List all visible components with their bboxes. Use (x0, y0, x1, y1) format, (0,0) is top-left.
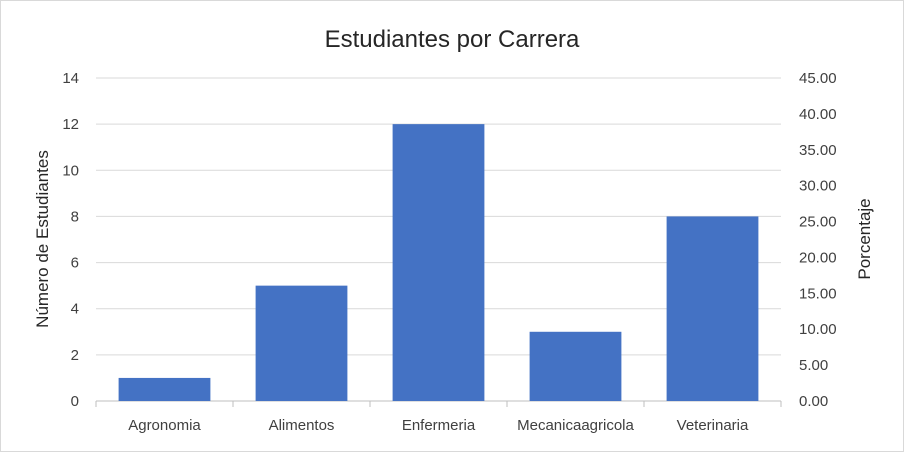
y2-tick-label: 15.00 (799, 285, 837, 302)
y2-tick-label: 25.00 (799, 214, 837, 231)
y-tick-label: 14 (62, 70, 79, 87)
y-tick-label: 0 (71, 393, 79, 410)
x-category-label: Agronomia (128, 417, 201, 434)
chart-title: Estudiantes por Carrera (325, 26, 580, 53)
x-category-label: Mecanicaagricola (517, 417, 634, 434)
y2-axis-ticks: 0.00 5.00 10.00 15.00 20.00 25.00 30.00 35.00 40… (799, 70, 837, 410)
x-axis-labels: Agronomia Alimentos Enfermeria Mecanicaagri… (128, 417, 749, 434)
y2-tick-label: 40.00 (799, 106, 837, 123)
bar-veterinaria (666, 216, 759, 401)
x-category-label: Alimentos (269, 417, 335, 434)
y-tick-label: 2 (71, 347, 79, 364)
x-category-label: Veterinaria (677, 417, 749, 434)
y-tick-label: 10 (62, 162, 79, 179)
y2-tick-label: 30.00 (799, 178, 837, 195)
bar-alimentos (255, 285, 348, 401)
y2-axis-title: Porcentaje (855, 198, 874, 279)
bar-mecanicaagricola (529, 331, 622, 401)
y2-tick-label: 10.00 (799, 321, 837, 338)
bar-enfermeria (392, 124, 485, 402)
x-category-label: Enfermeria (402, 417, 476, 434)
bar-agronomia (118, 377, 211, 401)
y-tick-label: 6 (71, 255, 79, 272)
y2-tick-label: 45.00 (799, 70, 837, 87)
bars (118, 124, 759, 402)
y2-tick-label: 5.00 (799, 357, 828, 374)
y2-tick-label: 20.00 (799, 249, 837, 266)
y-tick-label: 12 (62, 116, 79, 133)
y2-tick-label: 0.00 (799, 393, 828, 410)
y2-tick-label: 35.00 (799, 142, 837, 159)
y-axis-title: Número de Estudiantes (33, 150, 52, 328)
y-tick-label: 8 (71, 208, 79, 225)
y-tick-label: 4 (71, 301, 79, 318)
y-axis-ticks: 0 2 4 6 8 10 12 14 (62, 70, 79, 410)
